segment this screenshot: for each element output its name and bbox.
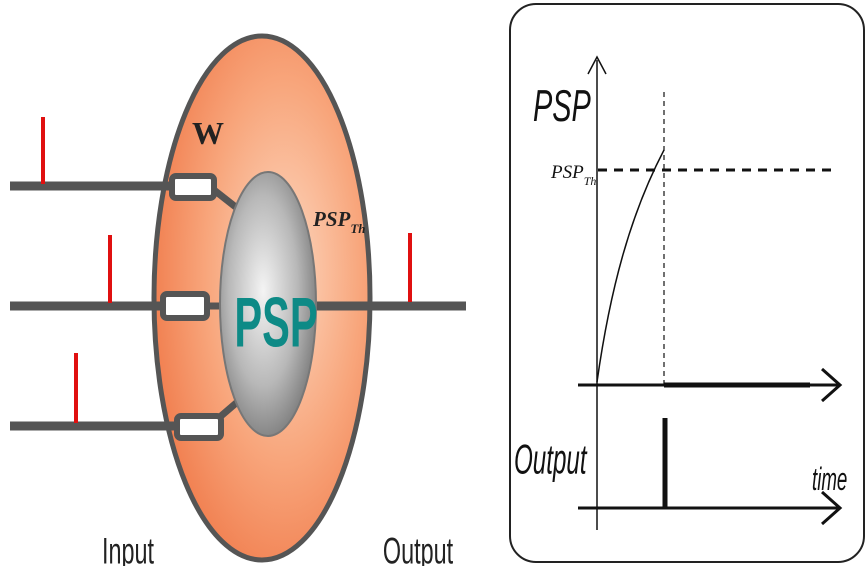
synapse-weight-1 (169, 173, 217, 201)
neuron-model: W PSP PSPTh Input Output (10, 33, 466, 566)
input-label: Input (102, 530, 154, 566)
psp-axis-label: PSP (533, 81, 591, 131)
psp-graph-panel: PSP PSPTh Output time (509, 3, 865, 563)
neuron-threshold-label: PSPTh (312, 207, 366, 236)
soma-psp-label: PSP (234, 284, 317, 362)
soma (219, 171, 317, 437)
psp-time-axis-arrow (821, 367, 843, 403)
synapse-weight-3 (174, 413, 224, 441)
graph-threshold-label: PSPTh (550, 162, 596, 188)
y-axis-arrow (587, 55, 607, 75)
synapse-weight-2 (160, 291, 210, 321)
psp-curve (596, 149, 665, 383)
output-time-axis-arrow (821, 490, 843, 526)
time-axis-label: time (812, 461, 847, 498)
output-label: Output (383, 530, 453, 566)
output-axis-label: Output (514, 437, 588, 484)
graph-frame (509, 3, 865, 563)
weight-label: W (192, 115, 224, 151)
